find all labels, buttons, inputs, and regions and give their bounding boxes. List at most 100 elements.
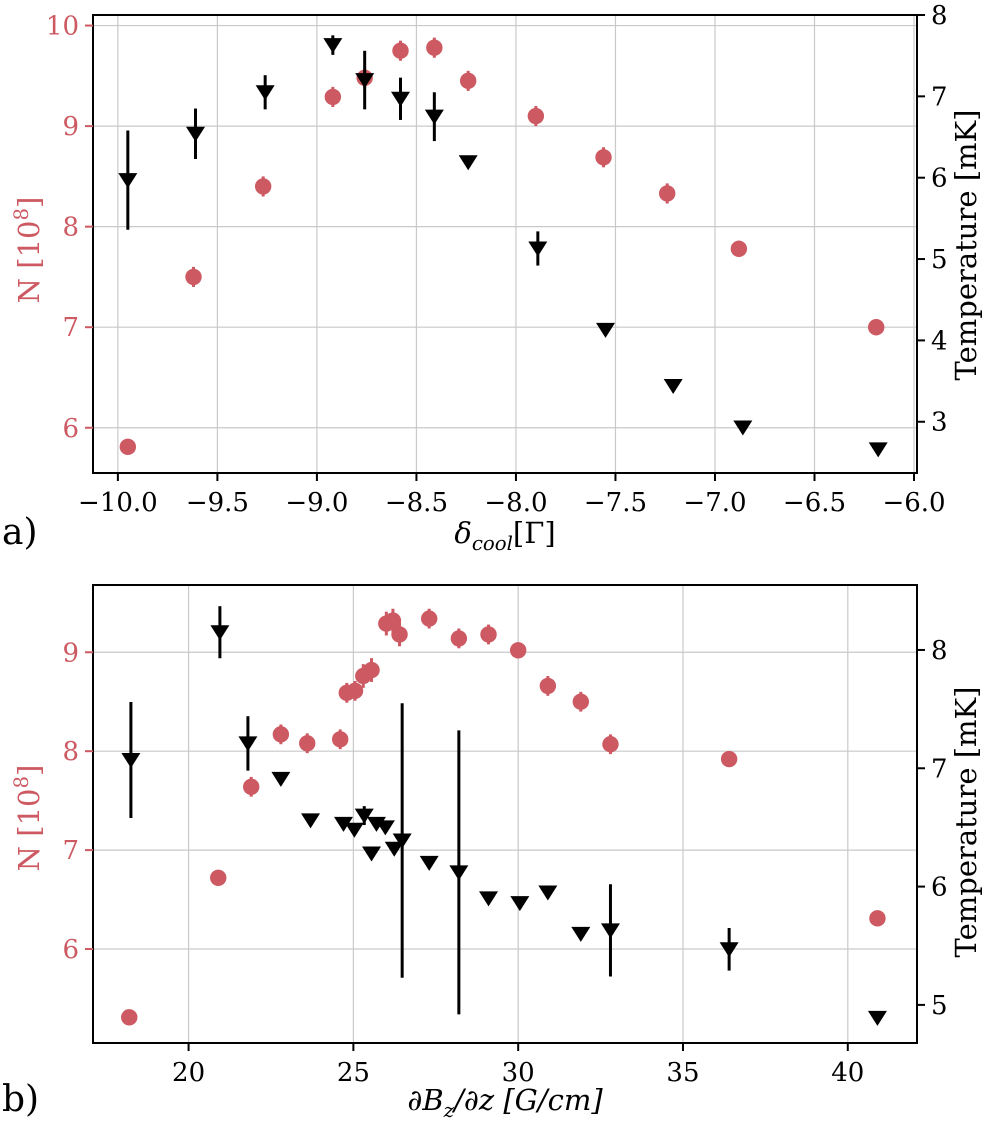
data-point-triangle — [186, 126, 206, 142]
data-point-triangle — [392, 833, 412, 849]
x-tick-label: −9.0 — [285, 488, 348, 518]
y-left-tick-label: 9 — [62, 638, 79, 668]
panel-b-letter: b) — [2, 1079, 40, 1120]
data-point-triangle — [528, 241, 548, 257]
data-point-triangle — [458, 155, 478, 171]
panel-b-y-left-axis-label: N [108] — [10, 765, 46, 872]
data-point-circle — [346, 682, 364, 700]
data-point-circle — [720, 750, 738, 768]
data-point-circle — [527, 107, 545, 125]
y-right-tick-label: 7 — [931, 82, 948, 112]
data-point-circle — [243, 778, 260, 795]
data-point-circle — [595, 149, 612, 166]
data-point-triangle — [391, 91, 411, 107]
y-left-tick-label: 6 — [62, 935, 79, 965]
x-tick-label: −8.0 — [484, 488, 547, 518]
data-point-triangle — [121, 752, 141, 768]
panel-a-y-left-axis-label: N [108] — [10, 197, 46, 304]
delta-symbol: δ — [454, 516, 472, 550]
data-point-triangle — [375, 820, 395, 836]
x-tick-label: −7.0 — [683, 488, 746, 518]
plot-border — [92, 584, 918, 1044]
panel-a-x-axis-label: δcool[Γ] — [93, 516, 917, 555]
data-point-circle — [363, 661, 380, 679]
data-point-circle — [539, 677, 557, 695]
panel-a: −10.0 −9.5 −9.0 −8.5 −8.0 −7.5 −7.0 −6.5 −6.0 6 7 8… — [46, 1, 948, 518]
x-tick-label: 35 — [666, 1058, 699, 1088]
data-point-circle — [121, 1009, 138, 1026]
y-right-tick-label: 6 — [931, 873, 948, 903]
data-point-triangle — [867, 1010, 887, 1026]
data-point-triangle — [323, 38, 343, 54]
x-tick-label: −6.0 — [882, 488, 945, 518]
n-label-text: N [10 — [11, 220, 46, 304]
y-left-tick-label: 8 — [62, 737, 79, 767]
z-subscript: z — [443, 1098, 455, 1122]
data-point-triangle — [354, 808, 374, 824]
n-label-exponent: 8 — [10, 775, 34, 789]
x-tick-label: 40 — [831, 1058, 864, 1088]
x-tick-label: −6.5 — [783, 488, 846, 518]
data-point-triangle — [210, 625, 230, 641]
data-point-circle — [426, 39, 443, 56]
x-tick-label: −9.5 — [186, 488, 249, 518]
n-label-exponent: 8 — [10, 207, 34, 221]
data-point-circle — [509, 642, 527, 659]
y-left-tick-label: 10 — [46, 12, 79, 42]
data-point-circle — [299, 735, 316, 752]
panel-a-y-right-axis-label: Temperature [mK] — [949, 109, 983, 381]
data-point-triangle — [333, 816, 353, 832]
data-point-triangle — [449, 865, 469, 881]
data-point-circle — [459, 72, 477, 90]
data-point-triangle — [479, 891, 499, 907]
series-temperature — [121, 606, 887, 1026]
data-point-circle — [210, 869, 227, 887]
data-point-circle — [119, 438, 137, 456]
y-right-tick-label: 5 — [931, 245, 948, 275]
data-point-triangle — [301, 813, 321, 829]
data-point-circle — [272, 726, 290, 743]
series-atom-number — [121, 608, 886, 1026]
data-point-triangle — [510, 896, 530, 912]
data-point-triangle — [571, 926, 591, 942]
data-point-triangle — [118, 173, 138, 189]
data-point-circle — [450, 630, 468, 647]
data-point-circle — [332, 731, 349, 748]
data-point-triangle — [424, 109, 444, 125]
y-right-tick-label: 4 — [931, 326, 948, 356]
delta-subscript: cool — [471, 531, 513, 555]
panel-b: 20 25 30 35 40 6 7 8 9 5 6 7 8 — [62, 584, 948, 1088]
x-tick-label: −8.5 — [385, 488, 448, 518]
y-right-tick-label: 8 — [931, 1, 948, 31]
x-tick-label: −7.5 — [584, 488, 647, 518]
data-point-circle — [391, 626, 408, 643]
data-point-triangle — [868, 442, 888, 458]
data-point-triangle — [663, 378, 683, 394]
x-tick-label: 25 — [337, 1058, 370, 1088]
data-point-circle — [867, 319, 885, 336]
y-left-tick-label: 7 — [62, 836, 79, 866]
plot-border — [92, 14, 918, 474]
x-tick-label: −10.0 — [78, 488, 158, 518]
y-left-tick-label: 6 — [62, 414, 79, 444]
x-tick-label: 20 — [172, 1058, 205, 1088]
dbz-symbol: ∂B — [407, 1083, 444, 1117]
data-point-triangle — [719, 942, 739, 958]
gcm-units: [G/cm] — [494, 1083, 603, 1117]
panel-a-letter: a) — [2, 512, 38, 553]
dz-symbol: /∂z — [454, 1083, 495, 1117]
x-tick-label: 30 — [502, 1058, 535, 1088]
data-point-triangle — [384, 841, 404, 857]
data-point-triangle — [596, 322, 616, 338]
data-point-circle — [602, 736, 619, 753]
y-right-tick-label: 8 — [931, 636, 948, 666]
y-left-tick-label: 7 — [62, 313, 79, 343]
data-point-circle — [324, 88, 342, 106]
data-point-triangle — [419, 855, 439, 871]
data-point-triangle — [355, 73, 375, 89]
data-point-circle — [730, 240, 748, 257]
y-right-tick-label: 3 — [931, 408, 948, 438]
panel-b-y-right-axis-label: Temperature [mK] — [949, 686, 983, 958]
